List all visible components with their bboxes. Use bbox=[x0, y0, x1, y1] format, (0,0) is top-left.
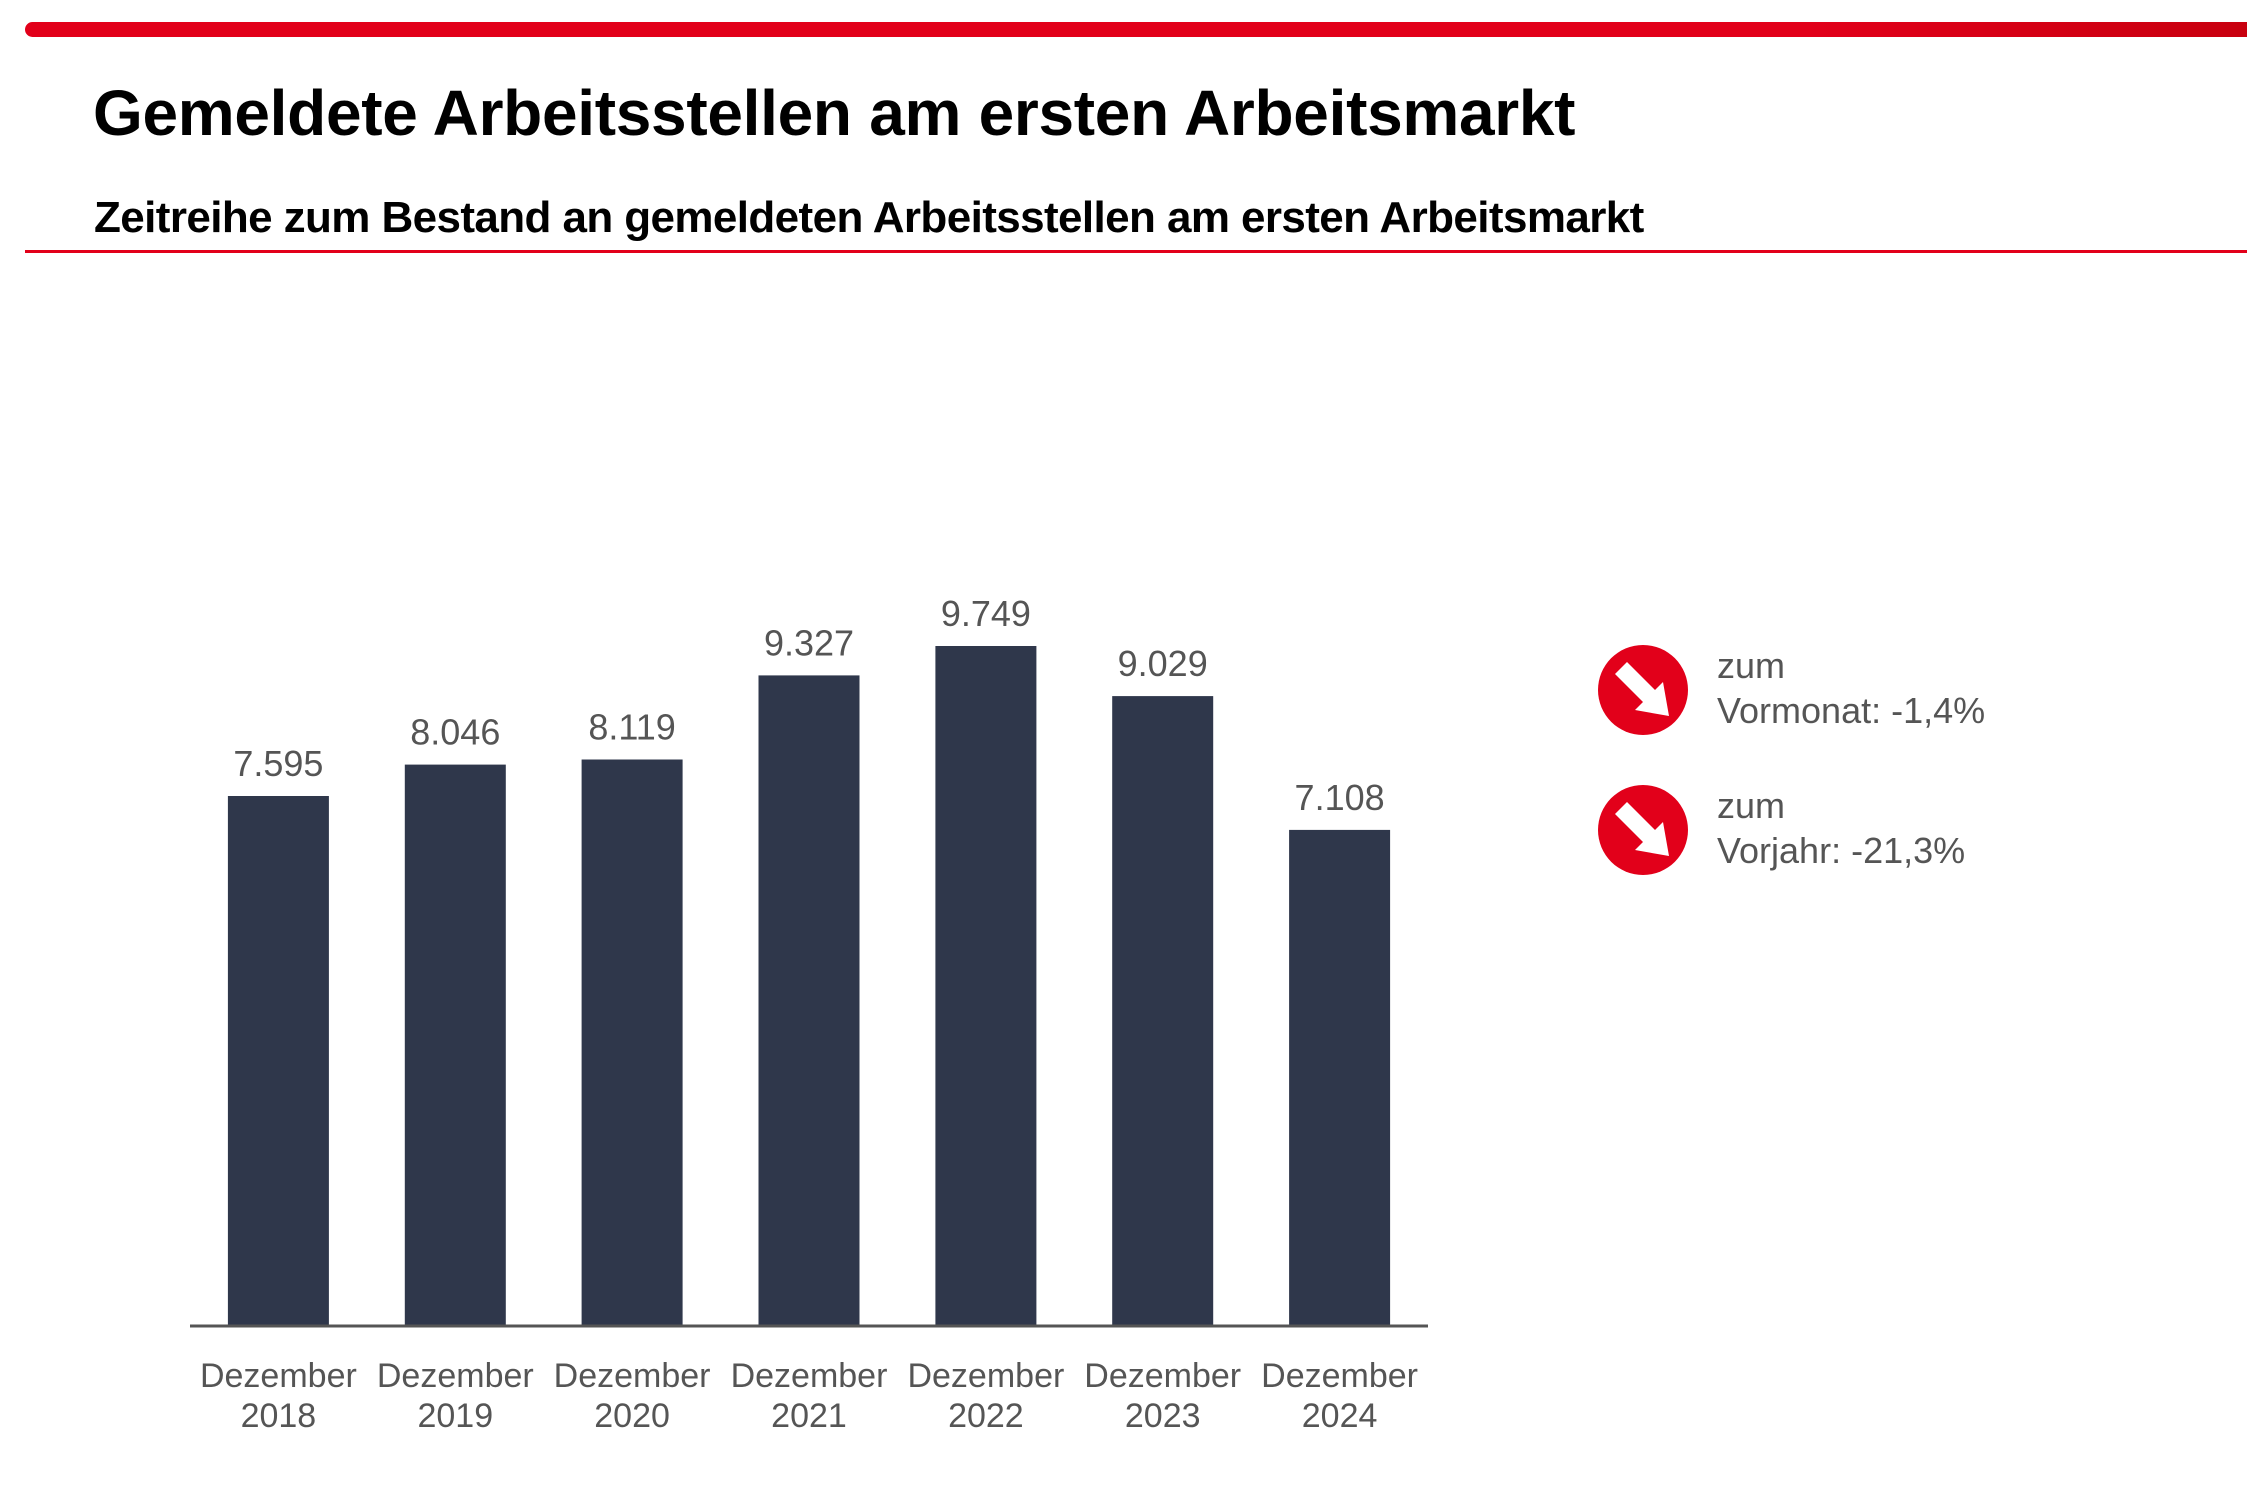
x-tick-label-year: 2022 bbox=[948, 1397, 1024, 1435]
arrow-down-right-icon bbox=[1598, 645, 1688, 735]
indicator-prefix: zum bbox=[1717, 785, 1786, 826]
bar-2020 bbox=[581, 759, 683, 1325]
value-label: 8.119 bbox=[588, 707, 675, 748]
x-tick-label: Dezember 2023 bbox=[1084, 1357, 1241, 1435]
x-tick-label-year: 2024 bbox=[1302, 1397, 1378, 1435]
x-tick-label-year: 2020 bbox=[594, 1397, 670, 1435]
header-divider bbox=[25, 250, 2247, 253]
bar-2023 bbox=[1112, 696, 1214, 1325]
x-tick-label-month: Dezember bbox=[1261, 1357, 1418, 1395]
header-accent-bar bbox=[25, 22, 2247, 37]
bar-2021 bbox=[758, 675, 860, 1325]
value-label: 9.029 bbox=[1118, 643, 1208, 684]
indicator-value: -21,3% bbox=[1851, 830, 1966, 871]
value-label: 7.595 bbox=[233, 743, 323, 784]
x-tick-label: Dezember 2021 bbox=[731, 1357, 888, 1435]
indicator-text: Vormonat: -1,4% bbox=[1717, 690, 1985, 732]
value-label: 8.046 bbox=[410, 712, 500, 753]
x-tick-label: Dezember 2020 bbox=[554, 1357, 711, 1435]
bar-2019 bbox=[404, 764, 506, 1325]
bar-2018 bbox=[227, 796, 329, 1325]
x-tick-label-year: 2018 bbox=[241, 1397, 317, 1435]
arrow-down-right-icon bbox=[1598, 785, 1688, 875]
x-tick-label: Dezember 2024 bbox=[1261, 1357, 1418, 1435]
x-tick-label-month: Dezember bbox=[731, 1357, 888, 1395]
x-tick-label-month: Dezember bbox=[377, 1357, 534, 1395]
x-tick-label-month: Dezember bbox=[907, 1357, 1064, 1395]
x-tick-label: Dezember 2018 bbox=[200, 1357, 357, 1435]
x-tick-label-year: 2019 bbox=[417, 1397, 493, 1435]
x-tick-label-month: Dezember bbox=[1084, 1357, 1241, 1395]
x-tick-label-year: 2021 bbox=[771, 1397, 847, 1435]
page-title: Gemeldete Arbeitsstellen am ersten Arbei… bbox=[93, 77, 1576, 149]
value-label: 9.749 bbox=[941, 593, 1031, 634]
x-tick-label-month: Dezember bbox=[200, 1357, 357, 1395]
indicator-vorjahr: zum Vorjahr: -21,3% bbox=[1597, 784, 2017, 884]
bar-2024 bbox=[1289, 829, 1391, 1325]
indicator-vormonat: zum Vormonat: -1,4% bbox=[1597, 644, 2017, 744]
x-tick-label: Dezember 2022 bbox=[907, 1357, 1064, 1435]
bar-2022 bbox=[935, 646, 1037, 1325]
x-tick-label: Dezember 2019 bbox=[377, 1357, 534, 1435]
page-subtitle: Zeitreihe zum Bestand an gemeldeten Arbe… bbox=[94, 193, 1644, 242]
indicator-label: Vormonat: bbox=[1717, 690, 1882, 731]
bars-group bbox=[227, 646, 1391, 1325]
indicator-prefix: zum bbox=[1717, 645, 1786, 686]
indicator-value: -1,4% bbox=[1891, 690, 1986, 731]
value-label: 9.327 bbox=[764, 622, 854, 663]
x-tick-label-month: Dezember bbox=[554, 1357, 711, 1395]
value-label: 7.108 bbox=[1295, 777, 1385, 818]
indicator-label: Vorjahr: bbox=[1717, 830, 1842, 871]
value-labels-group: 7.595 8.046 8.119 9.327 9.749 9.029 7.108 bbox=[233, 593, 1384, 818]
indicator-text: Vorjahr: -21,3% bbox=[1717, 830, 1965, 872]
x-tick-label-year: 2023 bbox=[1125, 1397, 1201, 1435]
